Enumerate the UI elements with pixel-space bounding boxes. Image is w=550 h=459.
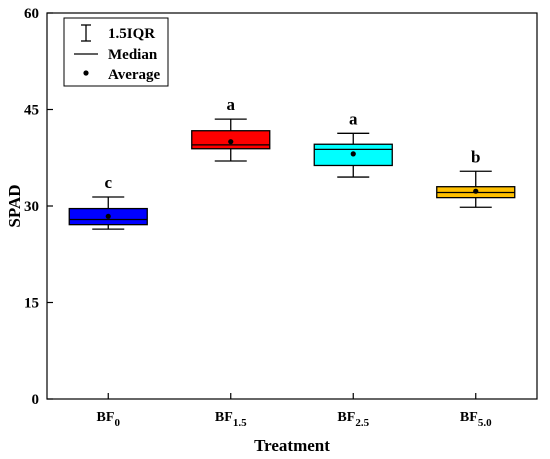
x-tick-label-subscript: 0 <box>114 417 120 429</box>
x-tick-label: BF1.5 <box>215 410 247 429</box>
y-tick-label: 30 <box>24 199 39 215</box>
significance-letter: b <box>471 147 480 166</box>
legend-label-iqr: 1.5IQR <box>108 26 155 42</box>
legend-label-median: Median <box>108 47 158 63</box>
x-tick-label-base: BF <box>97 410 115 425</box>
significance-letter: c <box>104 173 112 192</box>
legend-average-icon <box>83 70 89 76</box>
x-tick-label: BF2.5 <box>337 410 369 429</box>
box-group: b <box>436 147 516 208</box>
x-tick-label: BF0 <box>97 410 121 429</box>
y-tick-label: 60 <box>24 6 39 22</box>
significance-letter: a <box>227 95 236 114</box>
x-tick-label-subscript: 2.5 <box>355 417 369 429</box>
x-tick-label-subscript: 5.0 <box>478 417 492 429</box>
x-axis-ticks: BF0 BF1.5 BF2.5 BF5.0 <box>97 393 492 429</box>
box-group: c <box>68 173 148 230</box>
legend-label-average: Average <box>108 67 161 83</box>
x-tick-label: BF5.0 <box>460 410 492 429</box>
y-tick-label: 0 <box>32 392 40 408</box>
significance-letter: a <box>349 109 358 128</box>
x-tick-label-base: BF <box>215 410 233 425</box>
x-tick-label-base: BF <box>460 410 478 425</box>
x-tick-label-base: BF <box>337 410 355 425</box>
legend-whisker-icon <box>81 24 91 42</box>
mean-point <box>473 188 479 194</box>
legend: 1.5IQR Median Average <box>63 17 169 87</box>
y-tick-label: 15 <box>24 296 39 312</box>
legend-frame <box>63 17 169 87</box>
y-axis-title: SPAD <box>5 184 24 227</box>
y-tick-label: 45 <box>24 103 39 119</box>
y-axis-ticks: 0 15 30 45 60 <box>24 6 53 408</box>
mean-point <box>228 139 234 145</box>
box-group: a <box>313 109 393 178</box>
x-tick-label-subscript: 1.5 <box>233 417 247 429</box>
mean-point <box>350 151 356 157</box>
mean-point <box>105 213 111 219</box>
box-series: c a a b <box>68 95 516 230</box>
box-group: a <box>191 95 271 162</box>
x-axis-title: Treatment <box>254 436 330 455</box>
